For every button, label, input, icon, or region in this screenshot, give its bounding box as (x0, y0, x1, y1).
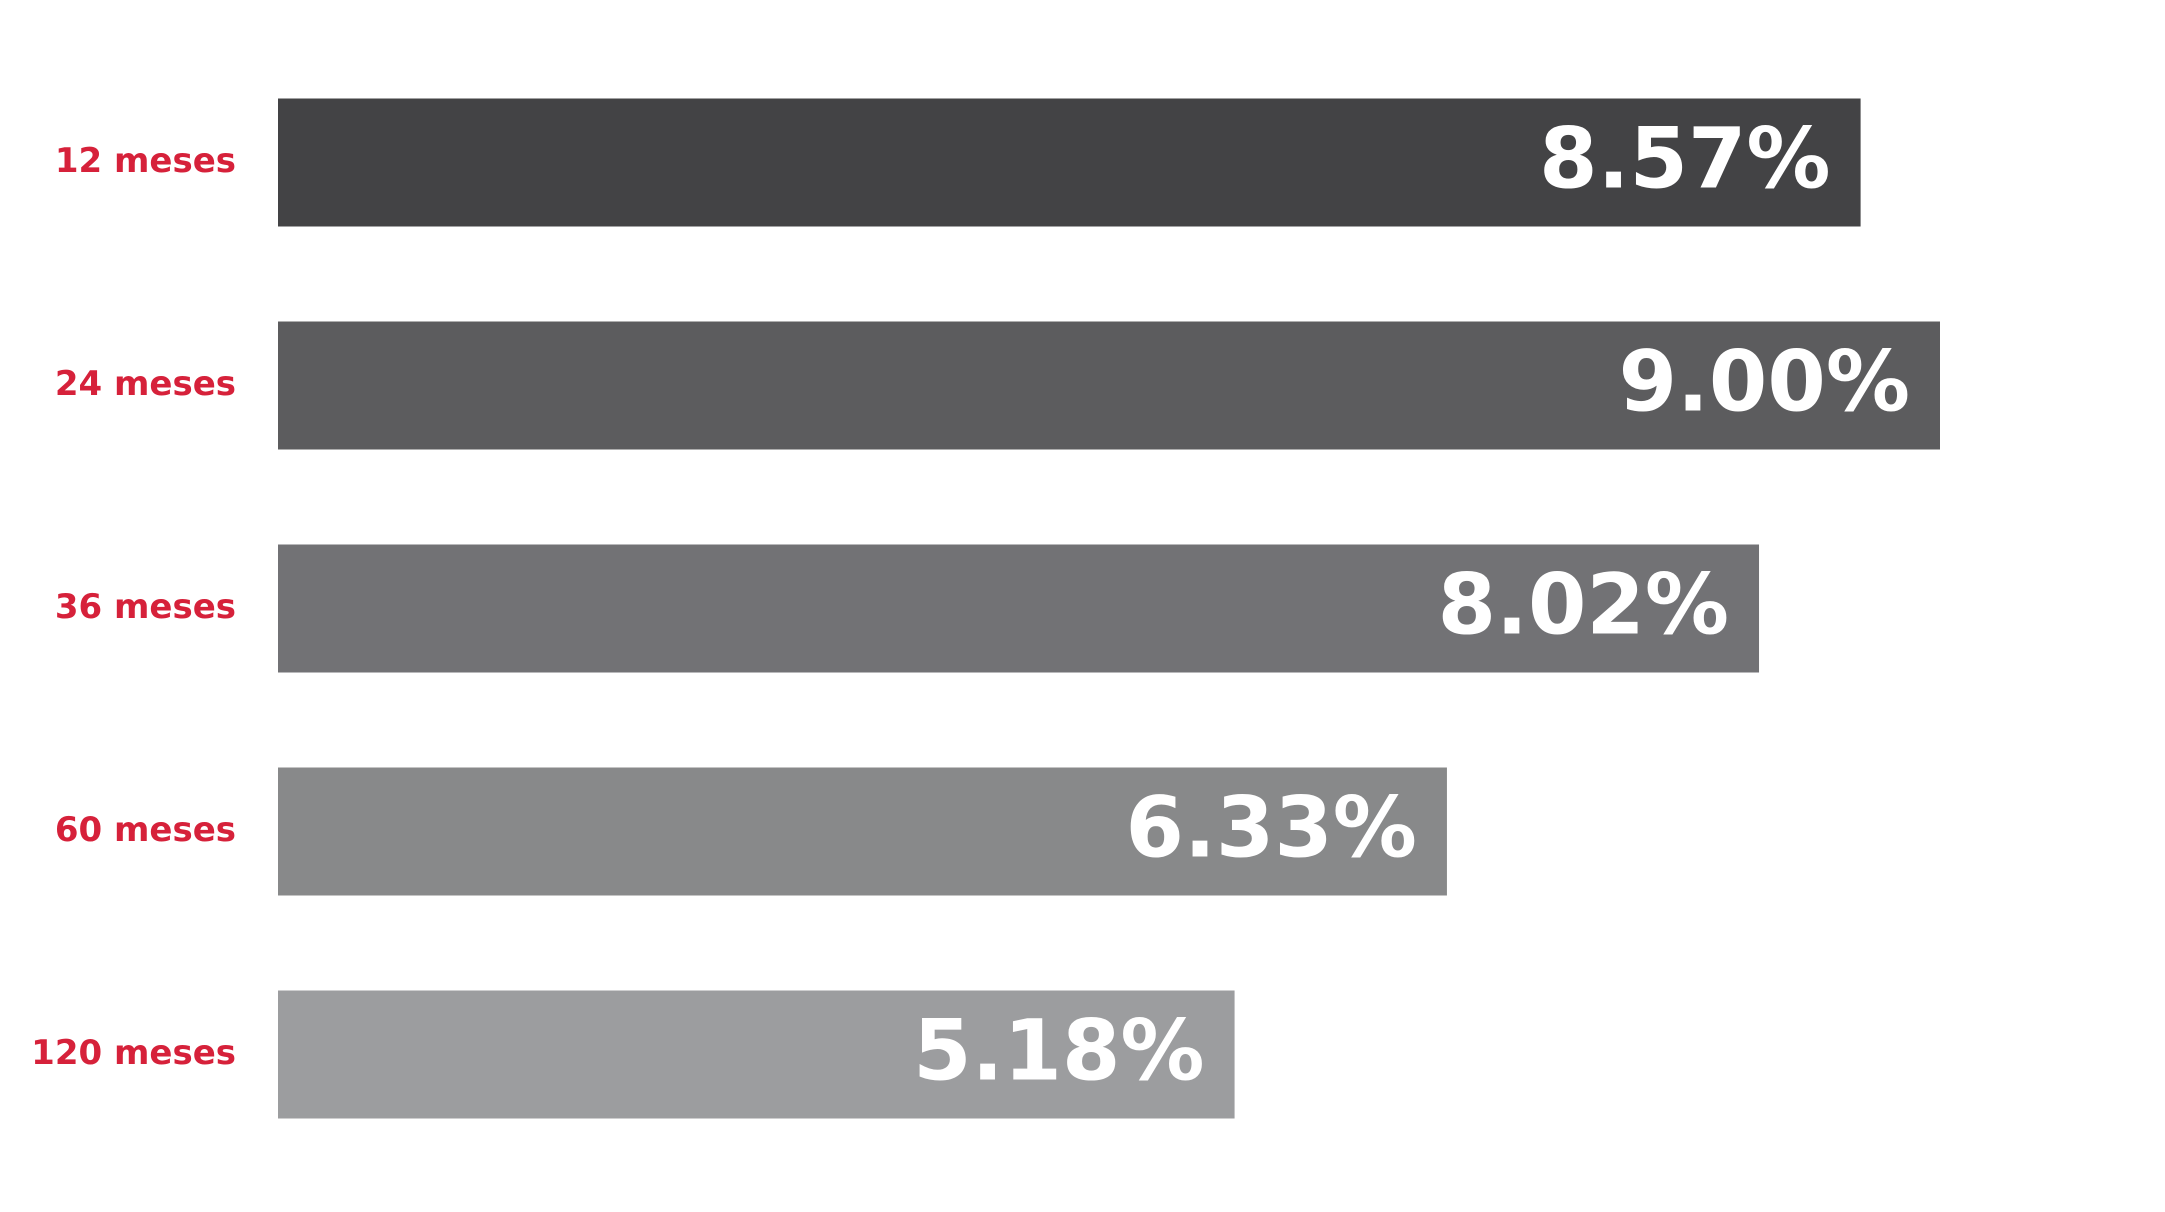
value-label: 8.02% (1438, 555, 1729, 653)
bar (278, 544, 1760, 673)
value-label: 9.00% (1619, 332, 1910, 430)
bar (278, 321, 1940, 450)
category-label: 36 meses (55, 587, 236, 627)
bar (278, 990, 1235, 1119)
category-label: 12 meses (55, 141, 236, 181)
value-label: 6.33% (1126, 778, 1417, 876)
value-label: 8.57% (1539, 109, 1830, 207)
category-label: 120 meses (31, 1033, 236, 1073)
value-label: 5.18% (913, 1001, 1204, 1099)
category-label: 60 meses (55, 810, 236, 850)
category-label: 24 meses (55, 364, 236, 404)
bar (278, 98, 1861, 227)
bar (278, 767, 1447, 896)
